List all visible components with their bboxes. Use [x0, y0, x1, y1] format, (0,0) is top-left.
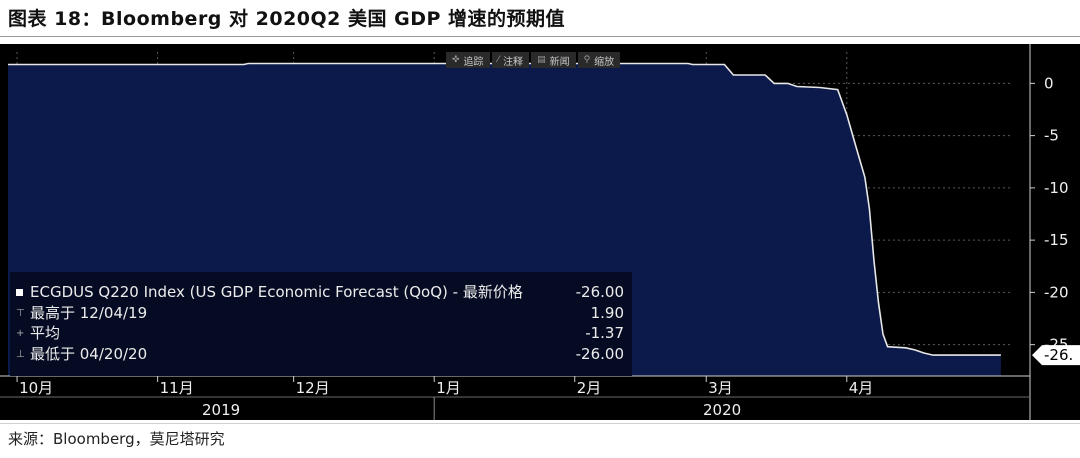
toolbar-news-label: 新闻	[549, 56, 570, 68]
legend-avg-row: + 平均 -1.37	[16, 323, 626, 344]
year-label: 2019	[202, 401, 240, 419]
legend-high-value: 1.90	[590, 304, 624, 322]
legend-series-value: -26.00	[575, 283, 624, 301]
toolbar-track-button[interactable]: ✜ 追踪	[446, 52, 490, 68]
x-tick-label: 2月	[577, 379, 602, 397]
toolbar-annotate-label: 注释	[503, 56, 524, 68]
series-swatch-icon	[16, 289, 23, 296]
source-note: 来源：Bloomberg，莫尼塔研究	[8, 430, 225, 448]
last-value-box	[1032, 345, 1080, 366]
x-tick-label: 11月	[160, 379, 194, 397]
x-tick-label: 12月	[296, 379, 330, 397]
y-tick-label: -10	[1044, 179, 1069, 197]
annotate-icon: ⁄	[497, 55, 500, 65]
legend-series-label: ECGDUS Q220 Index (US GDP Economic Forec…	[30, 283, 523, 301]
legend-high-row: ⊤ 最高于 12/04/19 1.90	[16, 303, 626, 324]
y-tick-label: -20	[1044, 283, 1069, 301]
last-value-label: -26.	[1044, 346, 1073, 364]
title-divider	[0, 36, 1080, 37]
low-marker-icon: ⊥	[16, 349, 25, 360]
x-tick-label: 4月	[849, 379, 874, 397]
legend-low-value: -26.00	[575, 345, 624, 363]
average-marker-icon: +	[16, 328, 25, 339]
legend-series-row[interactable]: ECGDUS Q220 Index (US GDP Economic Forec…	[16, 282, 626, 303]
toolbar-news-button[interactable]: ▤ 新闻	[531, 52, 576, 68]
high-marker-icon: ⊤	[16, 308, 25, 319]
legend-low-row: ⊥ 最低于 04/20/20 -26.00	[16, 344, 626, 365]
legend-low-label: 最低于 04/20/20	[30, 345, 148, 363]
legend-avg-value: -1.37	[585, 324, 624, 342]
legend-avg-label: 平均	[30, 324, 61, 342]
toolbar-zoom-button[interactable]: ⚲ 缩放	[577, 52, 621, 68]
chart-toolbar: ✜ 追踪 ⁄ 注释 ▤ 新闻 ⚲ 缩放	[446, 52, 621, 68]
y-tick-label: -5	[1044, 127, 1059, 145]
legend-box: ECGDUS Q220 Index (US GDP Economic Forec…	[10, 272, 632, 376]
year-label: 2020	[703, 401, 741, 419]
toolbar-annotate-button[interactable]: ⁄ 注释	[491, 52, 530, 68]
x-tick-label: 10月	[19, 379, 53, 397]
x-tick-label: 3月	[708, 379, 733, 397]
y-tick-label: 0	[1044, 74, 1054, 92]
series-line	[8, 62, 1001, 356]
source-divider	[0, 423, 1080, 424]
y-tick-label: -15	[1044, 231, 1069, 249]
figure-title: 图表 18：Bloomberg 对 2020Q2 美国 GDP 增速的预期值	[8, 8, 566, 30]
legend-high-label: 最高于 12/04/19	[30, 304, 148, 322]
toolbar-zoom-label: 缩放	[594, 56, 615, 68]
x-tick-label: 1月	[436, 379, 461, 397]
zoom-icon: ⚲	[583, 55, 591, 65]
crosshair-icon: ✜	[452, 55, 460, 65]
toolbar-track-label: 追踪	[463, 56, 484, 68]
news-icon: ▤	[537, 55, 546, 65]
